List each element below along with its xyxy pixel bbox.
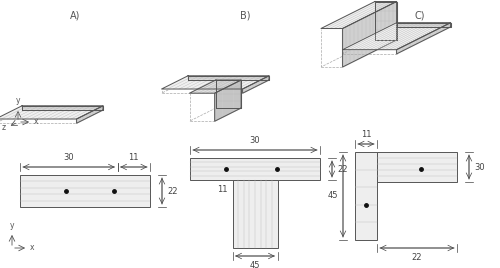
Text: y: y — [10, 221, 14, 230]
Text: y: y — [16, 96, 20, 105]
Polygon shape — [190, 80, 241, 93]
Bar — [190, 158, 320, 180]
Polygon shape — [396, 23, 450, 27]
Text: 22: 22 — [167, 187, 177, 195]
Polygon shape — [162, 76, 269, 89]
Text: x: x — [34, 117, 38, 126]
Polygon shape — [396, 23, 450, 54]
Text: 11: 11 — [361, 130, 371, 139]
Polygon shape — [242, 76, 269, 93]
Polygon shape — [342, 23, 450, 50]
Text: 11: 11 — [128, 153, 139, 162]
Polygon shape — [214, 80, 241, 121]
Text: x: x — [30, 244, 34, 252]
Text: 22: 22 — [412, 253, 422, 262]
Polygon shape — [321, 2, 396, 28]
Text: A): A) — [70, 10, 80, 20]
Text: 11: 11 — [217, 185, 228, 194]
Text: 30: 30 — [474, 162, 484, 172]
Text: B): B) — [240, 10, 250, 20]
Text: 22: 22 — [337, 165, 347, 173]
Text: 45: 45 — [328, 192, 338, 200]
Polygon shape — [342, 2, 396, 67]
Text: 45: 45 — [250, 261, 260, 268]
Polygon shape — [76, 106, 103, 123]
Text: C): C) — [415, 10, 425, 20]
Polygon shape — [188, 76, 269, 80]
Text: z: z — [2, 122, 6, 132]
Bar — [20, 175, 150, 207]
Bar — [232, 180, 278, 248]
Text: 30: 30 — [64, 153, 74, 162]
Text: 30: 30 — [250, 136, 260, 145]
Polygon shape — [22, 106, 103, 110]
Polygon shape — [0, 106, 103, 119]
Polygon shape — [216, 80, 241, 108]
Bar — [377, 152, 457, 182]
Polygon shape — [375, 2, 396, 40]
Bar — [355, 152, 377, 240]
